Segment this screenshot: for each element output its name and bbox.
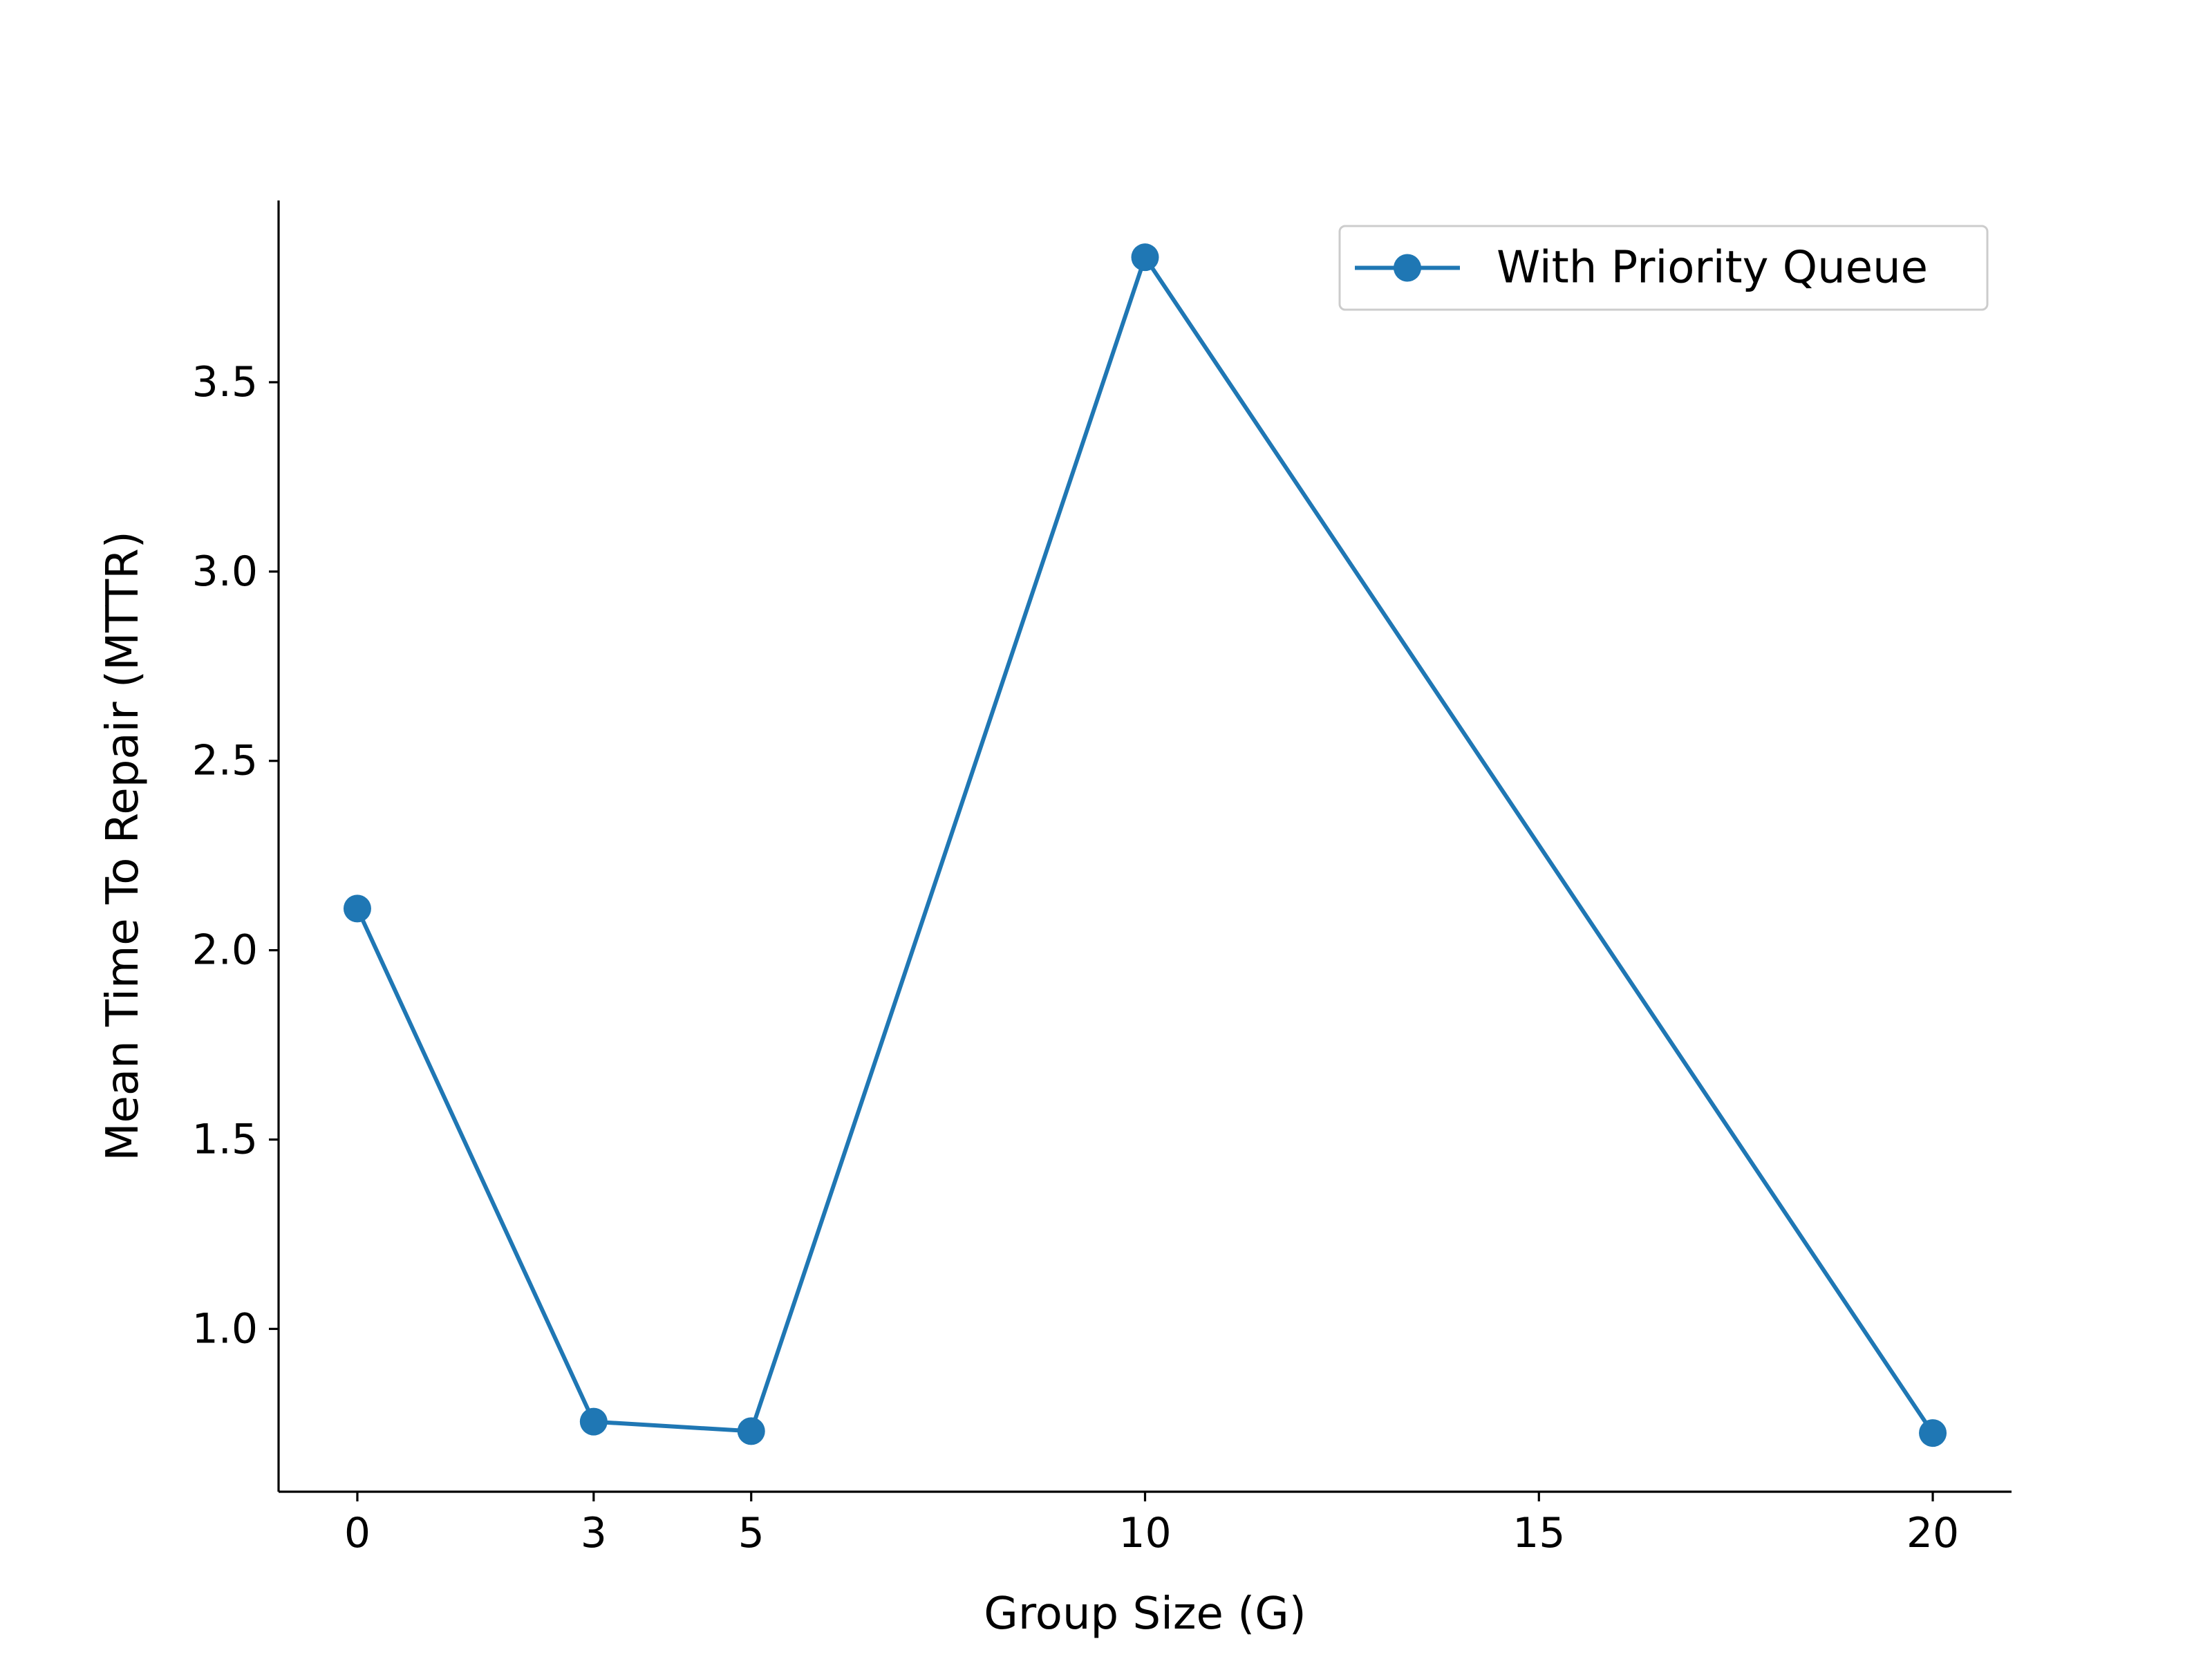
x-tick-label: 0: [344, 1509, 371, 1557]
series-layer: [343, 243, 1947, 1447]
data-point: [1919, 1419, 1947, 1447]
y-tick-label: 3.0: [192, 547, 258, 596]
y-axis-title: Mean Time To Repair (MTTR): [97, 531, 149, 1161]
x-tick-label: 5: [738, 1509, 765, 1557]
x-axis-ticks: 0 3 5 10 15 20: [344, 1492, 1959, 1557]
y-tick-label: 3.5: [192, 358, 258, 406]
y-tick-label: 1.0: [192, 1304, 258, 1353]
legend-marker-swatch: [1394, 254, 1421, 282]
y-tick-label: 2.5: [192, 737, 258, 785]
x-tick-label: 15: [1512, 1509, 1565, 1557]
x-tick-label: 20: [1906, 1509, 1959, 1557]
data-point: [737, 1417, 765, 1445]
x-tick-label: 3: [581, 1509, 607, 1557]
y-tick-label: 1.5: [192, 1116, 258, 1164]
y-axis-ticks: 1.0 1.5 2.0 2.5 3.0 3.5: [192, 358, 279, 1353]
legend-frame: [1338, 225, 1989, 311]
plot-area: 0 3 5 10 15 20 1.0 1.5 2.0 2.5 3.0 3.5: [192, 200, 2012, 1557]
y-tick-label: 2.0: [192, 926, 258, 975]
x-axis-title: Group Size (G): [984, 1588, 1306, 1640]
data-point: [1131, 243, 1159, 272]
legend: With Priority Queue: [1338, 225, 1989, 311]
data-point: [579, 1407, 608, 1436]
data-point: [343, 894, 371, 923]
legend-label: With Priority Queue: [1497, 243, 1928, 294]
x-tick-label: 10: [1118, 1509, 1171, 1557]
